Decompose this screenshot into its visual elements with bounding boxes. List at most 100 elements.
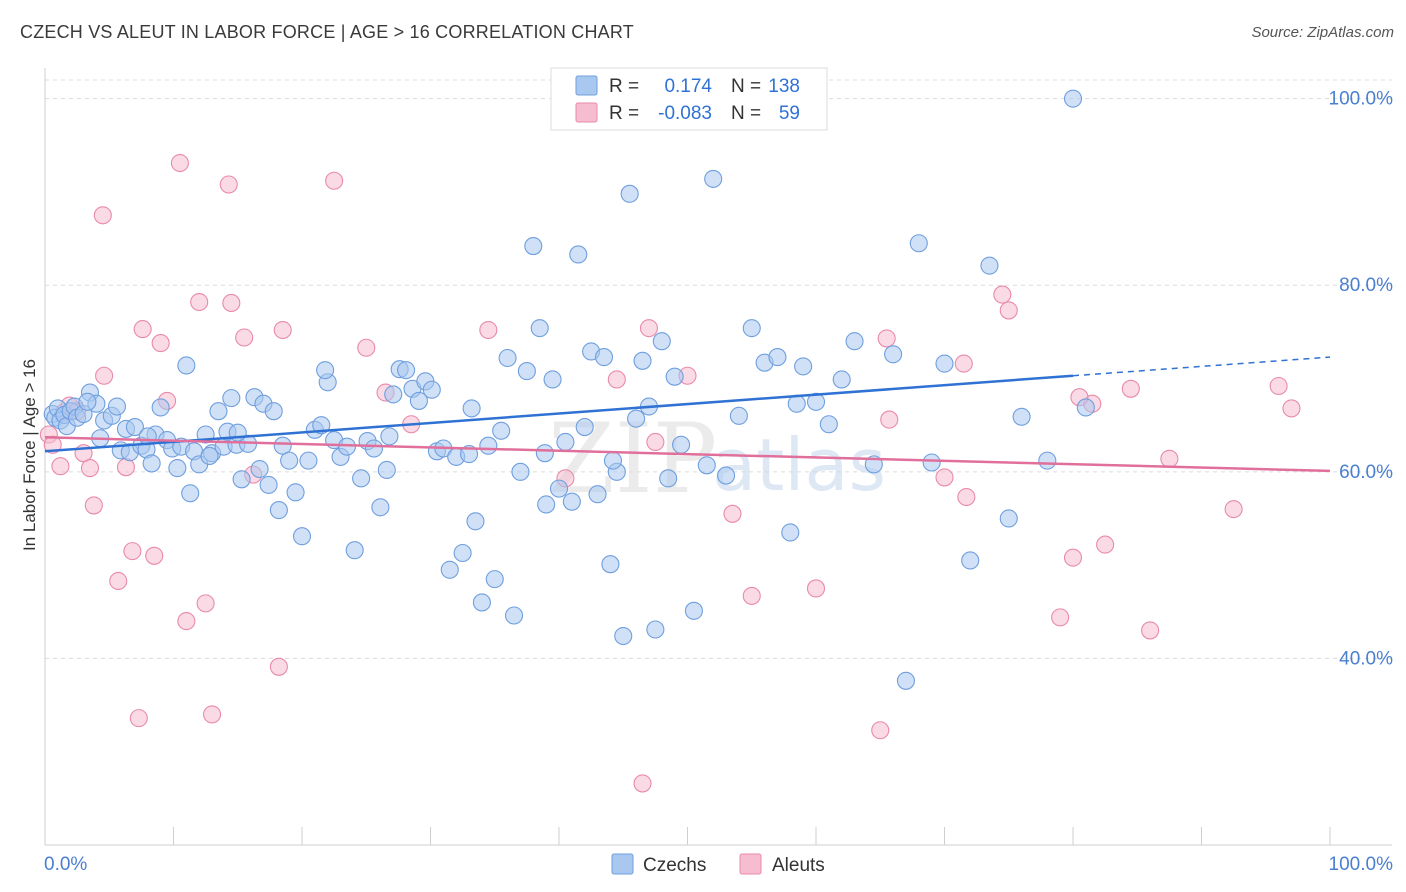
czech-point	[273, 436, 292, 455]
czech-point	[264, 402, 283, 421]
aleut-point	[1096, 535, 1115, 554]
aleut-r-label: R =	[609, 103, 639, 124]
aleut-point	[999, 301, 1018, 320]
czech-point	[556, 432, 575, 452]
legend-item-aleuts[interactable]: Aleuts	[739, 853, 825, 876]
czech-point	[177, 356, 196, 375]
czech-point	[742, 319, 761, 338]
aleut-point	[51, 457, 70, 476]
watermark-atlas: atlas	[712, 423, 886, 507]
czech-trend-extension	[1072, 356, 1331, 377]
gridlines	[45, 79, 1392, 659]
aleut-n-label: N =	[731, 103, 761, 124]
legend-item-czechs[interactable]: Czechs	[611, 853, 706, 876]
aleut-point	[880, 410, 899, 429]
x-tick-label-max: 100.0%	[1329, 854, 1394, 875]
aleut-point	[723, 504, 742, 523]
aleut-point	[1121, 379, 1140, 398]
czech-point	[980, 256, 999, 275]
aleut-n-value: 59	[779, 103, 800, 124]
czech-point	[232, 470, 251, 489]
aleut-point	[325, 171, 344, 190]
aleut-point	[170, 153, 189, 173]
czech-point	[269, 501, 288, 520]
czech-point	[462, 399, 481, 418]
czech-point	[78, 392, 97, 411]
czech-point	[781, 523, 800, 542]
aleut-point	[95, 366, 114, 385]
czech-point	[729, 406, 748, 425]
czech-point	[337, 437, 357, 456]
czech-point	[181, 484, 200, 503]
aleut-point	[1051, 608, 1070, 627]
czech-point	[259, 475, 278, 494]
aleut-point	[479, 320, 498, 340]
czech-point	[922, 453, 941, 472]
czech-point	[511, 462, 530, 481]
czech-point	[884, 345, 903, 364]
legend-aleut-swatch	[739, 853, 762, 875]
czech-point	[819, 415, 838, 434]
czech-point	[422, 380, 441, 399]
legend-czech-swatch	[611, 853, 634, 875]
czech-point	[935, 354, 954, 373]
aleut-point	[1282, 399, 1301, 418]
czech-point	[292, 527, 312, 546]
czech-point	[562, 492, 581, 511]
czech-point	[384, 385, 403, 404]
czech-point	[999, 509, 1018, 528]
czech-point	[466, 512, 485, 531]
watermark: ZIP atlas	[548, 403, 886, 515]
chart-title: CZECH VS ALEUT IN LABOR FORCE | AGE > 16…	[20, 22, 634, 42]
czech-trend-line	[44, 374, 1074, 453]
czech-point	[377, 460, 396, 480]
czech-point	[107, 397, 127, 416]
czech-point	[633, 351, 652, 370]
czech-n-label: N =	[731, 76, 761, 97]
aleut-point	[806, 579, 826, 598]
aleut-point	[633, 774, 652, 793]
czech-point	[603, 451, 623, 470]
czech-point	[286, 483, 305, 502]
czech-point	[627, 409, 646, 428]
aleut-point	[1160, 449, 1179, 468]
legend-aleut-label: Aleuts	[772, 855, 825, 876]
aleut-point	[957, 487, 976, 507]
czech-point	[530, 319, 549, 338]
czech-point	[209, 402, 228, 421]
aleut-point	[993, 285, 1012, 304]
aleut-point	[84, 496, 103, 515]
czech-point	[397, 361, 416, 380]
czech-swatch	[575, 75, 598, 96]
aleut-point	[273, 320, 292, 340]
czech-point	[646, 620, 665, 639]
x-tick-labels: 0.0% 100.0%	[44, 854, 1393, 875]
aleut-point	[357, 338, 376, 357]
czech-point	[787, 394, 806, 413]
czech-point	[524, 237, 543, 256]
czech-point	[601, 555, 620, 574]
czech-point	[961, 551, 980, 570]
aleut-point	[1269, 376, 1288, 396]
czech-point	[794, 357, 813, 376]
czech-point	[440, 560, 459, 579]
czech-point	[485, 570, 504, 589]
czech-point	[575, 417, 594, 437]
czech-point	[535, 444, 554, 463]
czech-point	[543, 370, 562, 389]
aleut-point	[935, 468, 954, 487]
aleut-point	[190, 292, 209, 312]
y-axis-label: In Labor Force | Age > 16	[20, 359, 39, 551]
stats-legend: R = 0.174 N = 138 R = -0.083 N = 59	[550, 67, 828, 131]
czech-point	[280, 451, 299, 470]
czech-point	[588, 485, 607, 504]
aleut-point	[129, 709, 148, 728]
czech-point	[659, 469, 678, 488]
y-tick-labels: 40.0% 60.0% 80.0% 100.0%	[1329, 89, 1394, 670]
series-legend: Czechs Aleuts	[611, 853, 825, 876]
czech-point	[697, 456, 716, 475]
aleut-point	[80, 459, 100, 478]
czech-point	[704, 169, 723, 188]
czech-point	[168, 459, 187, 478]
czech-point	[479, 436, 498, 455]
